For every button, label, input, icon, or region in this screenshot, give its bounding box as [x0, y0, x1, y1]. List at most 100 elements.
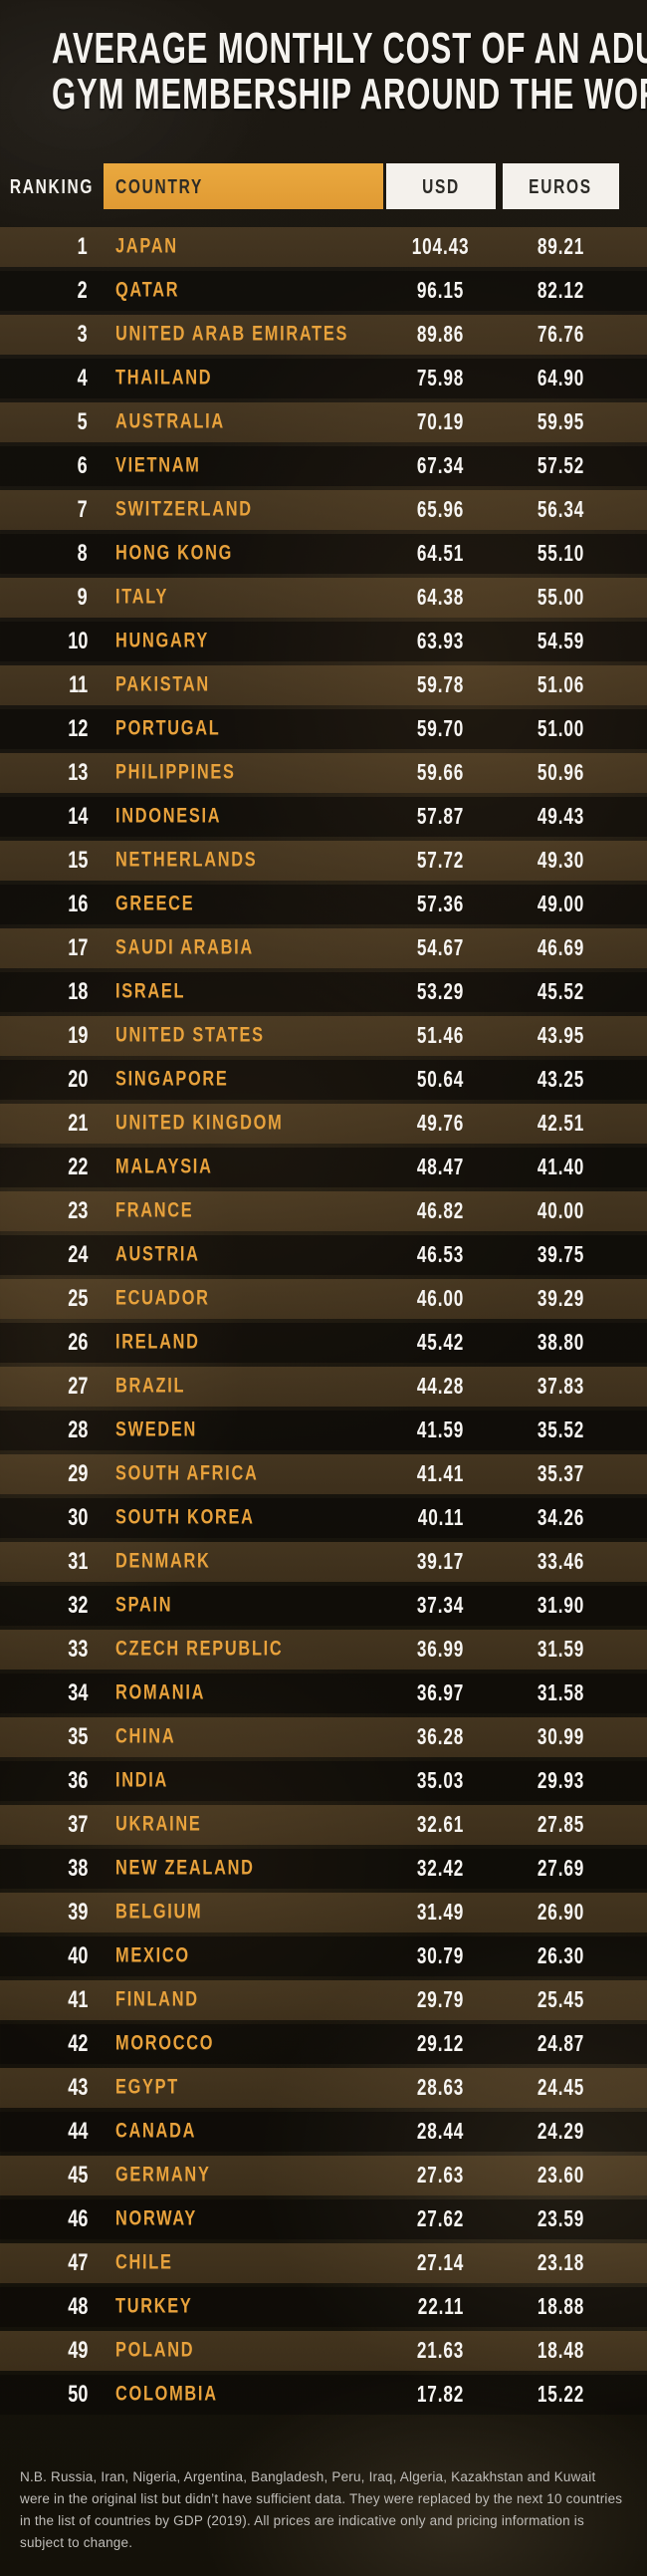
cell-country: HUNGARY: [104, 629, 383, 652]
cell-rank: 36: [0, 1767, 104, 1793]
country-name: COLOMBIA: [115, 2382, 218, 2407]
rank-value: 47: [67, 2249, 88, 2276]
cell-rank: 43: [0, 2074, 104, 2101]
cell-usd: 29.79: [386, 1987, 496, 2012]
cell-rank: 5: [0, 408, 104, 435]
cell-rank: 48: [0, 2293, 104, 2319]
page-title: AVERAGE MONTHLY COST OF AN ADULT GYM MEM…: [0, 24, 647, 118]
usd-value: 48.47: [417, 1154, 465, 1179]
rank-value: 9: [77, 584, 88, 611]
cell-euros: 39.29: [503, 1286, 619, 1311]
cell-rank: 23: [0, 1197, 104, 1223]
cell-usd: 57.87: [386, 804, 496, 829]
table-row: 23 FRANCE 46.82 40.00: [0, 1191, 647, 1231]
cell-country: NORWAY: [104, 2206, 383, 2230]
euros-value: 24.87: [537, 2030, 585, 2056]
rank-value: 28: [67, 1417, 88, 1443]
cell-country: MEXICO: [104, 1943, 383, 1968]
table-row: 4 THAILAND 75.98 64.90: [0, 359, 647, 398]
table-row: 40 MEXICO 30.79 26.30: [0, 1936, 647, 1976]
rank-value: 25: [67, 1285, 88, 1312]
euros-value: 23.59: [537, 2205, 585, 2231]
table-row: 25 ECUADOR 46.00 39.29: [0, 1279, 647, 1319]
country-name: ECUADOR: [115, 1286, 210, 1311]
cell-euros: 29.93: [503, 1768, 619, 1793]
country-name: MEXICO: [115, 1943, 190, 1968]
usd-value: 59.70: [417, 715, 465, 741]
cell-rank: 13: [0, 759, 104, 785]
euros-value: 43.95: [537, 1022, 585, 1048]
cell-rank: 47: [0, 2249, 104, 2276]
usd-value: 29.12: [417, 2030, 465, 2056]
cell-euros: 64.90: [503, 365, 619, 390]
table-row: 43 EGYPT 28.63 24.45: [0, 2068, 647, 2108]
table-row: 1 JAPAN 104.43 89.21: [0, 227, 647, 267]
cell-usd: 59.78: [386, 672, 496, 697]
country-name: BRAZIL: [115, 1374, 186, 1399]
usd-value: 63.93: [417, 628, 465, 653]
cell-country: QATAR: [104, 278, 383, 302]
rank-value: 43: [67, 2074, 88, 2101]
cell-country: POLAND: [104, 2338, 383, 2362]
country-name: SPAIN: [115, 1593, 173, 1618]
euros-value: 15.22: [537, 2381, 585, 2407]
cell-country: CHILE: [104, 2250, 383, 2274]
country-name: SOUTH AFRICA: [115, 1461, 259, 1486]
country-name: ROMANIA: [115, 1680, 206, 1705]
cell-usd: 48.47: [386, 1154, 496, 1179]
usd-value: 22.11: [417, 2293, 465, 2319]
usd-value: 37.34: [417, 1592, 465, 1618]
table-row: 2 QATAR 96.15 82.12: [0, 271, 647, 311]
cell-rank: 11: [0, 671, 104, 697]
table-row: 45 GERMANY 27.63 23.60: [0, 2156, 647, 2195]
rank-value: 5: [77, 408, 88, 435]
cell-euros: 45.52: [503, 978, 619, 1004]
cell-usd: 70.19: [386, 409, 496, 434]
cell-country: UNITED ARAB EMIRATES: [104, 322, 383, 346]
country-name: UNITED STATES: [115, 1023, 265, 1048]
table-row: 42 MOROCCO 29.12 24.87: [0, 2024, 647, 2064]
euros-value: 30.99: [537, 1723, 585, 1749]
cell-rank: 49: [0, 2337, 104, 2364]
country-name: NEW ZEALAND: [115, 1856, 255, 1881]
rank-value: 10: [67, 628, 88, 654]
cell-usd: 17.82: [386, 2382, 496, 2407]
country-name: INDIA: [115, 1768, 169, 1793]
cell-country: THAILAND: [104, 366, 383, 389]
rank-value: 41: [67, 1986, 88, 2013]
cell-euros: 18.48: [503, 2338, 619, 2363]
country-name: JAPAN: [115, 234, 178, 259]
cell-usd: 45.42: [386, 1330, 496, 1355]
rank-value: 49: [67, 2337, 88, 2364]
cell-euros: 30.99: [503, 1723, 619, 1749]
cell-rank: 2: [0, 277, 104, 303]
euros-value: 42.51: [537, 1110, 585, 1136]
rank-value: 3: [77, 321, 88, 348]
cell-usd: 59.66: [386, 760, 496, 785]
cell-euros: 57.52: [503, 453, 619, 478]
cell-euros: 55.00: [503, 585, 619, 610]
euros-value: 33.46: [537, 1548, 585, 1574]
rank-value: 4: [77, 365, 88, 391]
country-name: BELGIUM: [115, 1900, 203, 1925]
euros-value: 45.52: [537, 978, 585, 1004]
rank-value: 46: [67, 2205, 88, 2232]
euros-value: 43.25: [537, 1066, 585, 1092]
cell-euros: 43.25: [503, 1066, 619, 1092]
table-row: 7 SWITZERLAND 65.96 56.34: [0, 490, 647, 530]
usd-value: 46.00: [417, 1285, 465, 1311]
cell-country: SAUDI ARABIA: [104, 935, 383, 959]
infographic-poster: AVERAGE MONTHLY COST OF AN ADULT GYM MEM…: [0, 24, 647, 2553]
rank-value: 15: [67, 847, 88, 874]
cell-usd: 46.82: [386, 1198, 496, 1223]
usd-value: 28.44: [417, 2118, 465, 2144]
cell-country: SWEDEN: [104, 1417, 383, 1441]
cell-usd: 27.62: [386, 2206, 496, 2231]
usd-value: 67.34: [417, 452, 465, 478]
cell-country: FINLAND: [104, 1987, 383, 2011]
table-row: 48 TURKEY 22.11 18.88: [0, 2287, 647, 2327]
euros-value: 64.90: [537, 365, 585, 390]
country-name: FRANCE: [115, 1198, 194, 1223]
table-row: 41 FINLAND 29.79 25.45: [0, 1980, 647, 2020]
cell-rank: 21: [0, 1110, 104, 1136]
